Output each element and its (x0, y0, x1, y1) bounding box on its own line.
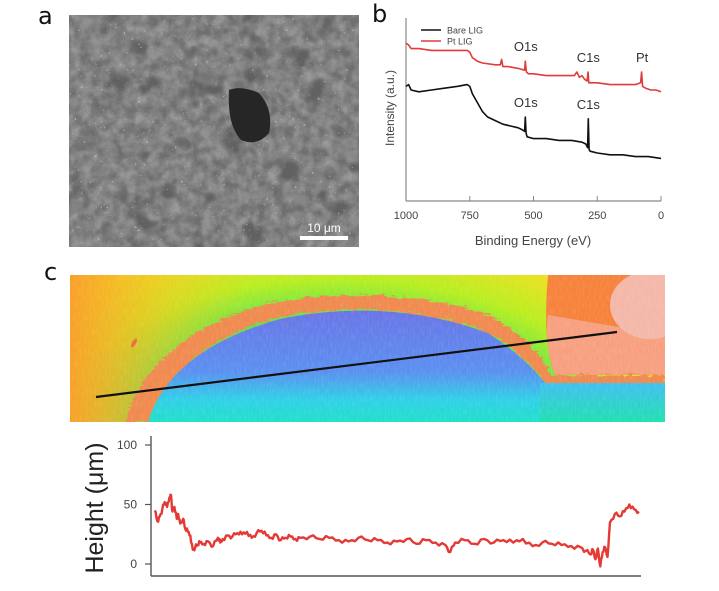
xps-series (405, 42, 662, 160)
xps-series-line-1 (405, 42, 662, 93)
profile-series-line-0 (153, 493, 640, 568)
line-profile-path (95, 330, 618, 399)
xps-annotations: O1s C1s Pt O1s C1s (514, 39, 649, 112)
xps-chart: 1000 750 500 250 0 O1s C1s Pt O1s C1s Bare LIGPt… (383, 18, 664, 248)
panel-label-b: b (372, 0, 388, 28)
profile-series (153, 493, 640, 568)
map-grain (70, 275, 665, 422)
sem-particles (69, 15, 359, 247)
sem-large-pore (228, 88, 271, 143)
profile-axes: 0 50 100 (117, 436, 641, 577)
profile-y-axis-label: Height (μm) (81, 442, 109, 573)
xps-x-tick-label: 250 (588, 210, 606, 222)
xps-peak-label: C1s (577, 50, 601, 65)
sem-image: 10 μm (69, 15, 359, 247)
xps-legend-label: Bare LIG (447, 26, 483, 36)
xps-peak-label: O1s (514, 95, 538, 110)
panel-label-a: a (38, 2, 53, 30)
scale-bar-label: 10 μm (307, 221, 341, 235)
xps-peak-label: C1s (577, 97, 601, 112)
xps-x-tick-label: 1000 (394, 210, 418, 222)
xps-x-tick-label: 750 (461, 210, 479, 222)
profile-y-tick-label: 50 (124, 498, 138, 512)
scale-bar (300, 236, 348, 240)
profile-y-tick-label: 0 (130, 557, 137, 571)
height-map-image (70, 275, 665, 422)
xps-peak-label: O1s (514, 39, 538, 54)
profile-y-tick-label: 100 (117, 438, 137, 452)
xps-x-axis-label: Binding Energy (eV) (475, 233, 591, 248)
xps-y-axis-label: Intensity (a.u.) (383, 70, 397, 146)
panel-label-c: c (44, 258, 58, 286)
xps-axes: 1000 750 500 250 0 (394, 18, 664, 222)
xps-x-tick-label: 0 (658, 210, 664, 222)
map-artifact (130, 338, 138, 348)
xps-x-tick-label: 500 (524, 210, 542, 222)
xps-series-line-0 (405, 83, 662, 160)
xps-legend-label: Pt LIG (447, 37, 473, 47)
xps-peak-label: Pt (636, 50, 649, 65)
